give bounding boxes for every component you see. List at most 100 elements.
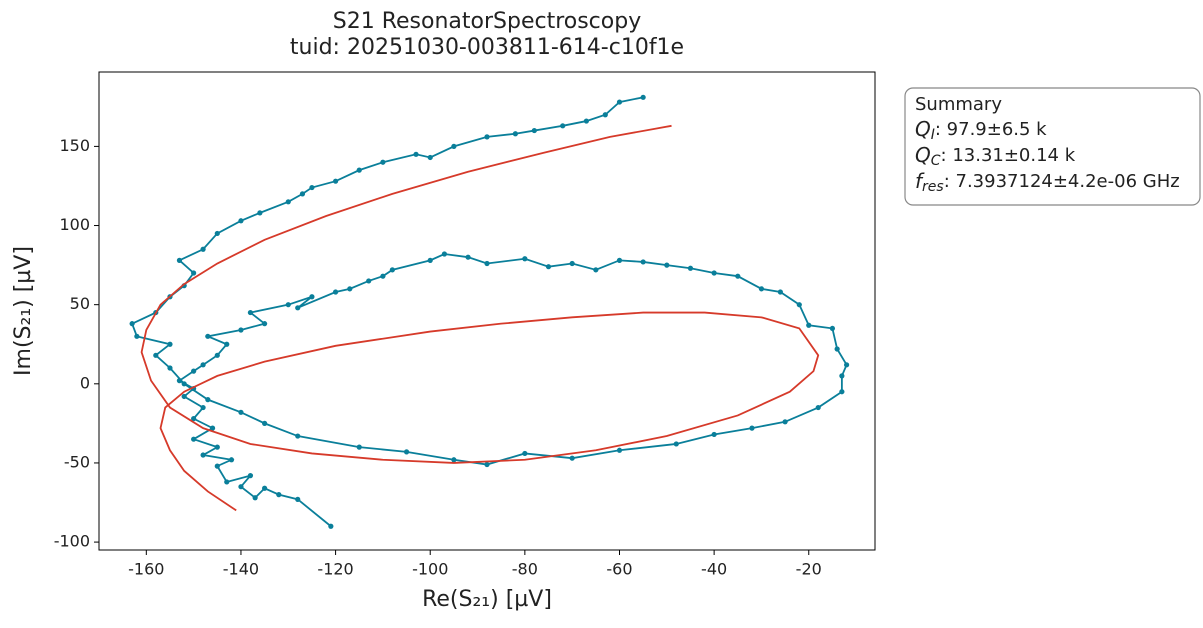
data-point bbox=[205, 397, 211, 403]
data-point bbox=[332, 289, 339, 295]
data-point bbox=[749, 425, 755, 431]
data-point bbox=[569, 260, 575, 267]
data-point bbox=[214, 444, 220, 450]
y-tick-label: 100 bbox=[59, 215, 90, 234]
data-point bbox=[276, 492, 282, 498]
summary-text: : 97.9±6.5 k bbox=[935, 119, 1047, 140]
data-point bbox=[262, 485, 268, 491]
data-point bbox=[484, 260, 490, 267]
x-tick-label: -140 bbox=[223, 560, 259, 579]
data-point bbox=[228, 457, 235, 463]
data-point bbox=[205, 333, 211, 339]
data-point bbox=[200, 362, 206, 368]
data-point bbox=[181, 393, 187, 400]
data-point bbox=[834, 346, 840, 352]
data-point bbox=[295, 433, 301, 439]
data-point bbox=[403, 449, 410, 455]
data-point bbox=[191, 270, 197, 276]
data-point bbox=[673, 441, 679, 447]
data-point bbox=[295, 496, 301, 502]
x-tick-label: -80 bbox=[512, 560, 538, 579]
data-point bbox=[247, 473, 254, 479]
data-point bbox=[295, 305, 301, 311]
data-point bbox=[214, 463, 220, 469]
data-point bbox=[238, 409, 244, 415]
data-point bbox=[191, 416, 197, 422]
data-point bbox=[167, 341, 173, 347]
data-point bbox=[839, 373, 845, 379]
data-point bbox=[844, 362, 850, 368]
data-point bbox=[200, 404, 206, 411]
summary-line: QI: 97.9±6.5 k bbox=[915, 117, 1047, 144]
data-point bbox=[389, 267, 395, 273]
data-point bbox=[176, 378, 183, 384]
y-axis-label: Im(S₂₁) [µV] bbox=[11, 246, 36, 376]
data-point bbox=[214, 230, 220, 237]
summary-symbol: f bbox=[915, 169, 925, 193]
data-point bbox=[427, 154, 433, 161]
data-point bbox=[512, 131, 518, 137]
data-point bbox=[777, 289, 783, 295]
data-point bbox=[711, 270, 717, 276]
data-point bbox=[687, 265, 694, 271]
x-tick-label: -40 bbox=[701, 560, 727, 579]
data-point bbox=[191, 368, 197, 374]
y-tick-label: -100 bbox=[54, 532, 90, 551]
data-point bbox=[522, 256, 528, 262]
data-point bbox=[451, 143, 457, 149]
x-tick-label: -120 bbox=[317, 560, 353, 579]
data-point bbox=[356, 167, 362, 173]
data-point bbox=[380, 159, 386, 165]
data-point bbox=[531, 127, 537, 134]
data-point bbox=[522, 450, 528, 457]
data-point bbox=[356, 444, 362, 450]
data-point bbox=[484, 134, 490, 140]
data-point bbox=[484, 461, 490, 468]
plot-frame bbox=[98, 71, 876, 551]
data-point bbox=[224, 341, 230, 347]
data-point bbox=[616, 257, 623, 263]
data-point bbox=[616, 447, 623, 453]
data-point bbox=[427, 257, 433, 263]
summary-symbol: Q bbox=[915, 143, 931, 167]
summary-subscript: res bbox=[922, 179, 944, 195]
data-point bbox=[815, 404, 821, 411]
data-point bbox=[640, 259, 646, 265]
data-point bbox=[332, 178, 339, 184]
data-point bbox=[176, 257, 183, 263]
data-point bbox=[711, 431, 717, 438]
data-point bbox=[441, 251, 448, 257]
data-point bbox=[664, 262, 670, 268]
summary-subscript: I bbox=[931, 127, 935, 143]
summary-title: Summary bbox=[915, 94, 1002, 115]
data-point bbox=[583, 118, 589, 124]
summary-text: : 13.31±0.14 k bbox=[941, 145, 1076, 166]
data-point bbox=[640, 94, 646, 100]
data-point bbox=[285, 302, 291, 308]
y-tick-label: -50 bbox=[64, 452, 90, 471]
data-point bbox=[299, 191, 306, 197]
data-point bbox=[191, 436, 197, 442]
data-point bbox=[214, 352, 220, 358]
data-point bbox=[224, 479, 230, 485]
summary-symbol: Q bbox=[915, 117, 931, 141]
data-point bbox=[309, 184, 315, 191]
summary-line: QC: 13.31±0.14 k bbox=[915, 143, 1076, 170]
data-point bbox=[347, 286, 353, 292]
data-point bbox=[257, 210, 263, 216]
summary-subscript: C bbox=[931, 153, 941, 169]
data-point bbox=[806, 322, 812, 328]
data-point bbox=[247, 309, 254, 316]
data-point bbox=[262, 321, 268, 327]
data-point bbox=[153, 352, 159, 358]
data-point bbox=[616, 99, 623, 105]
data-point bbox=[238, 484, 244, 490]
data-point bbox=[181, 381, 187, 387]
y-tick-label: 150 bbox=[59, 136, 90, 155]
y-tick-label: 0 bbox=[80, 373, 90, 392]
x-tick-label: -100 bbox=[412, 560, 448, 579]
data-point bbox=[782, 419, 788, 425]
x-axis-label: Re(S₂₁) [µV] bbox=[422, 587, 552, 612]
